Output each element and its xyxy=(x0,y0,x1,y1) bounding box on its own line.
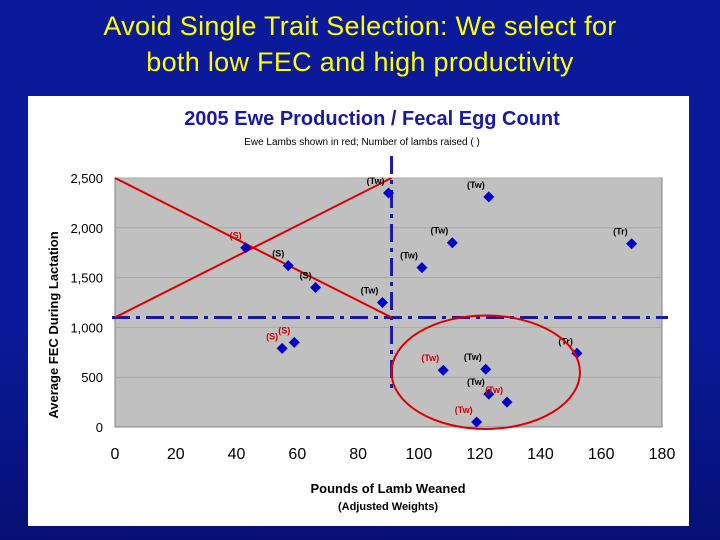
data-point-0 xyxy=(240,242,252,254)
x-tick-label-5: 100 xyxy=(406,446,433,463)
data-point-6 xyxy=(483,191,495,203)
x-axis-ticks: 0 20 40 60 80 100 120 140 160 180 xyxy=(111,446,676,463)
slide-title-line-2: both low FEC and high productivity xyxy=(146,47,574,77)
point-label-8: (Tw) xyxy=(400,251,418,261)
slide-title: Avoid Single Trait Selection: We select … xyxy=(0,8,720,80)
slide-title-line-1: Avoid Single Trait Selection: We select … xyxy=(103,11,617,41)
data-point-3 xyxy=(288,336,300,348)
y-tick-label-4: 2,000 xyxy=(70,221,103,236)
point-label-6: (Tw) xyxy=(467,180,485,190)
y-tick-label-0: 0 xyxy=(96,420,103,435)
x-tick-label-0: 0 xyxy=(111,446,120,463)
point-label-16: (Tw) xyxy=(455,405,473,415)
highlight-ellipse-group xyxy=(390,314,581,430)
point-label-9: (Tw) xyxy=(361,286,379,296)
chart-subtitle: Ewe Lambs shown in red; Number of lambs … xyxy=(244,137,480,148)
x-tick-label-9: 180 xyxy=(649,446,676,463)
point-label-0: (S) xyxy=(230,231,242,241)
data-point-10 xyxy=(626,238,638,250)
x-axis-label: Pounds of Lamb Weaned xyxy=(310,481,465,496)
data-point-7 xyxy=(446,237,458,249)
x-tick-label-3: 60 xyxy=(288,446,306,463)
data-point-16 xyxy=(471,416,483,428)
point-labels: (S)(S)(S)(S)(S)(Tw) (Tw)(Tw)(Tw)(Tw)(Tr)(… xyxy=(230,176,628,415)
gridlines xyxy=(115,177,662,378)
y-tick-label-2: 1,000 xyxy=(70,320,103,335)
data-point-8 xyxy=(416,262,428,274)
data-point-15 xyxy=(501,396,513,408)
x-tick-label-7: 140 xyxy=(527,446,554,463)
data-point-1 xyxy=(282,260,294,272)
point-label-15: (Tw) xyxy=(485,385,503,395)
point-label-14: (Tw) xyxy=(467,377,485,387)
plot-area xyxy=(114,177,663,428)
data-point-5 xyxy=(383,187,394,199)
data-point-14 xyxy=(483,388,495,400)
data-point-11 xyxy=(571,347,583,359)
trend-line-1 xyxy=(114,177,392,319)
y-axis-label: Average FEC During Lactation xyxy=(46,231,61,418)
y-tick-label-3: 1,500 xyxy=(70,271,103,286)
data-points xyxy=(240,187,638,428)
data-point-12 xyxy=(437,364,449,376)
y-tick-label-5: 2,500 xyxy=(70,171,103,186)
data-point-4 xyxy=(276,342,288,354)
point-label-2: (S) xyxy=(300,271,312,281)
x-tick-label-2: 40 xyxy=(228,446,246,463)
data-point-2 xyxy=(310,282,322,294)
y-tick-label-1: 500 xyxy=(81,370,103,385)
x-tick-label-1: 20 xyxy=(167,446,185,463)
x-tick-label-8: 160 xyxy=(588,446,615,463)
data-point-13 xyxy=(480,363,492,375)
y-axis-ticks: 0 500 1,000 1,500 2,000 2,500 xyxy=(70,171,103,435)
data-point-9 xyxy=(376,297,388,308)
x-tick-label-4: 80 xyxy=(349,446,367,463)
point-label-4: (S) xyxy=(266,331,278,341)
point-label-12: (Tw) xyxy=(421,353,439,363)
x-axis-sublabel: (Adjusted Weights) xyxy=(338,501,438,513)
point-label-13: (Tw) xyxy=(464,352,482,362)
point-label-10: (Tr) xyxy=(613,227,628,237)
point-label-1: (S) xyxy=(272,249,284,259)
highlight-ellipse xyxy=(390,314,581,430)
point-label-5: (Tw) xyxy=(367,176,385,186)
trend-lines xyxy=(114,177,392,319)
point-label-7: (Tw) xyxy=(430,226,448,236)
chart-title: 2005 Ewe Production / Fecal Egg Count xyxy=(184,108,560,130)
point-label-3: (S) xyxy=(278,325,290,335)
x-tick-label-6: 120 xyxy=(466,446,493,463)
